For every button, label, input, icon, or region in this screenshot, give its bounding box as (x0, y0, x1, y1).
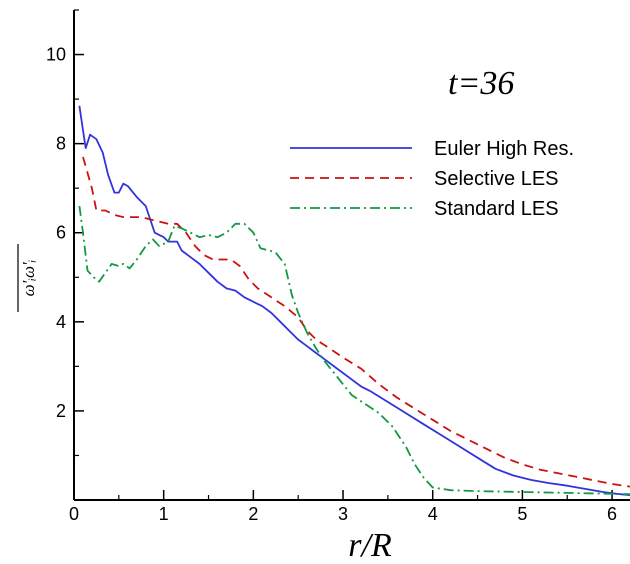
x-axis-label: r/R (348, 527, 392, 564)
legend-label-1: Euler High Res. (434, 138, 574, 160)
x-tick-label: 0 (69, 504, 79, 524)
tick-marks (73, 9, 613, 500)
tick-labels: 0 1 2 3 4 5 6 2 4 6 8 10 (46, 45, 617, 524)
series-line-3 (78, 205, 630, 496)
x-tick-label: 6 (607, 504, 617, 524)
legend: Euler High Res. Selective LES Standard LES (290, 138, 574, 220)
series-layer (78, 105, 630, 496)
plot-frame (73, 10, 630, 501)
y-tick-label: 8 (56, 134, 66, 154)
time-annotation: t=36 (448, 65, 514, 102)
y-axis-label: ω'ᵢω'ᵢ (19, 260, 38, 297)
series-line-2 (82, 156, 630, 488)
y-tick-label: 4 (56, 312, 66, 332)
legend-label-2: Selective LES (434, 168, 559, 190)
y-tick-label: 2 (56, 401, 66, 421)
x-tick-label: 3 (338, 504, 348, 524)
y-tick-label: 6 (56, 223, 66, 243)
legend-label-3: Standard LES (434, 198, 559, 220)
x-tick-label: 5 (517, 504, 527, 524)
series-line-1 (78, 105, 630, 496)
x-tick-label: 2 (248, 504, 258, 524)
y-tick-label: 10 (46, 45, 66, 65)
x-tick-label: 1 (159, 504, 169, 524)
x-tick-label: 4 (428, 504, 438, 524)
